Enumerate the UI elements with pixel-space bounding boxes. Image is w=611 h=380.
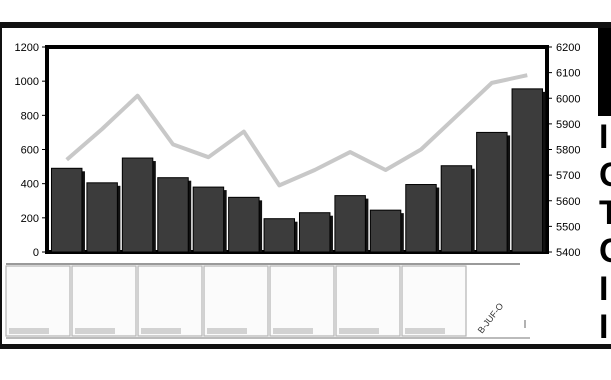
left-axis-tick-label: 200 (21, 213, 39, 225)
right-axis-tick-label: 5900 (556, 119, 580, 131)
left-axis-tick-label: 400 (21, 179, 39, 191)
category-label-smudge (207, 328, 247, 334)
side-letter: C (599, 232, 611, 270)
bar (86, 182, 118, 253)
right-axis-tick-label: 5600 (556, 196, 580, 208)
side-letter: I (599, 270, 609, 308)
frame-left-border (0, 22, 2, 349)
bar (511, 88, 544, 253)
bar (440, 165, 473, 253)
bar (476, 131, 508, 253)
side-letter: I (599, 118, 609, 156)
line-series (65, 73, 528, 188)
left-axis-tick-label: 600 (21, 145, 39, 157)
category-label-box (71, 265, 137, 337)
bar (298, 212, 331, 253)
left-axis-tick-label: 1200 (15, 42, 39, 54)
bar (50, 167, 83, 253)
bar (334, 195, 366, 253)
combo-chart: 0 200 400 600 800 1000 1200 5400 5500 5600 5700 580… (5, 42, 580, 339)
bar (405, 184, 437, 253)
category-label-box (335, 265, 401, 337)
category-label-box (137, 265, 203, 337)
category-label-box (5, 265, 71, 337)
bar (192, 186, 225, 253)
side-black-block (598, 28, 611, 116)
left-axis-tick-label: 0 (33, 247, 39, 259)
left-axis-tick-label: 800 (21, 110, 39, 122)
category-label-smudge (405, 328, 445, 334)
left-axis-tick-label: 1000 (15, 76, 39, 88)
category-label-smudge (339, 328, 379, 334)
frame-bottom-border (0, 344, 611, 349)
frame-top-border (0, 22, 611, 28)
bar (121, 157, 154, 253)
side-letter: I (599, 308, 609, 343)
bar (157, 177, 189, 253)
side-letter: T (599, 194, 611, 232)
category-label-smudge (273, 328, 313, 334)
right-axis-tick-label: 5400 (556, 247, 580, 259)
bar (369, 209, 402, 253)
category-label-smudge (141, 328, 181, 334)
right-axis-tick-label: 6200 (556, 42, 580, 54)
bar (263, 218, 296, 253)
category-label-box (269, 265, 335, 337)
category-label-smudge (9, 328, 49, 334)
bar (228, 196, 260, 253)
side-letter: C (599, 156, 611, 194)
category-label-smudge (75, 328, 115, 334)
x-axis-category-label: B-JUF-O (476, 301, 506, 335)
side-cropped-text: I C T C I I (599, 118, 611, 343)
right-axis-tick-label: 5500 (556, 221, 580, 233)
right-axis-tick-label: 6000 (556, 93, 580, 105)
category-label-box (401, 265, 467, 337)
right-axis-tick-label: 6100 (556, 68, 580, 80)
right-axis-tick-label: 5800 (556, 145, 580, 157)
right-axis-tick-label: 5700 (556, 170, 580, 182)
category-label-box (203, 265, 269, 337)
